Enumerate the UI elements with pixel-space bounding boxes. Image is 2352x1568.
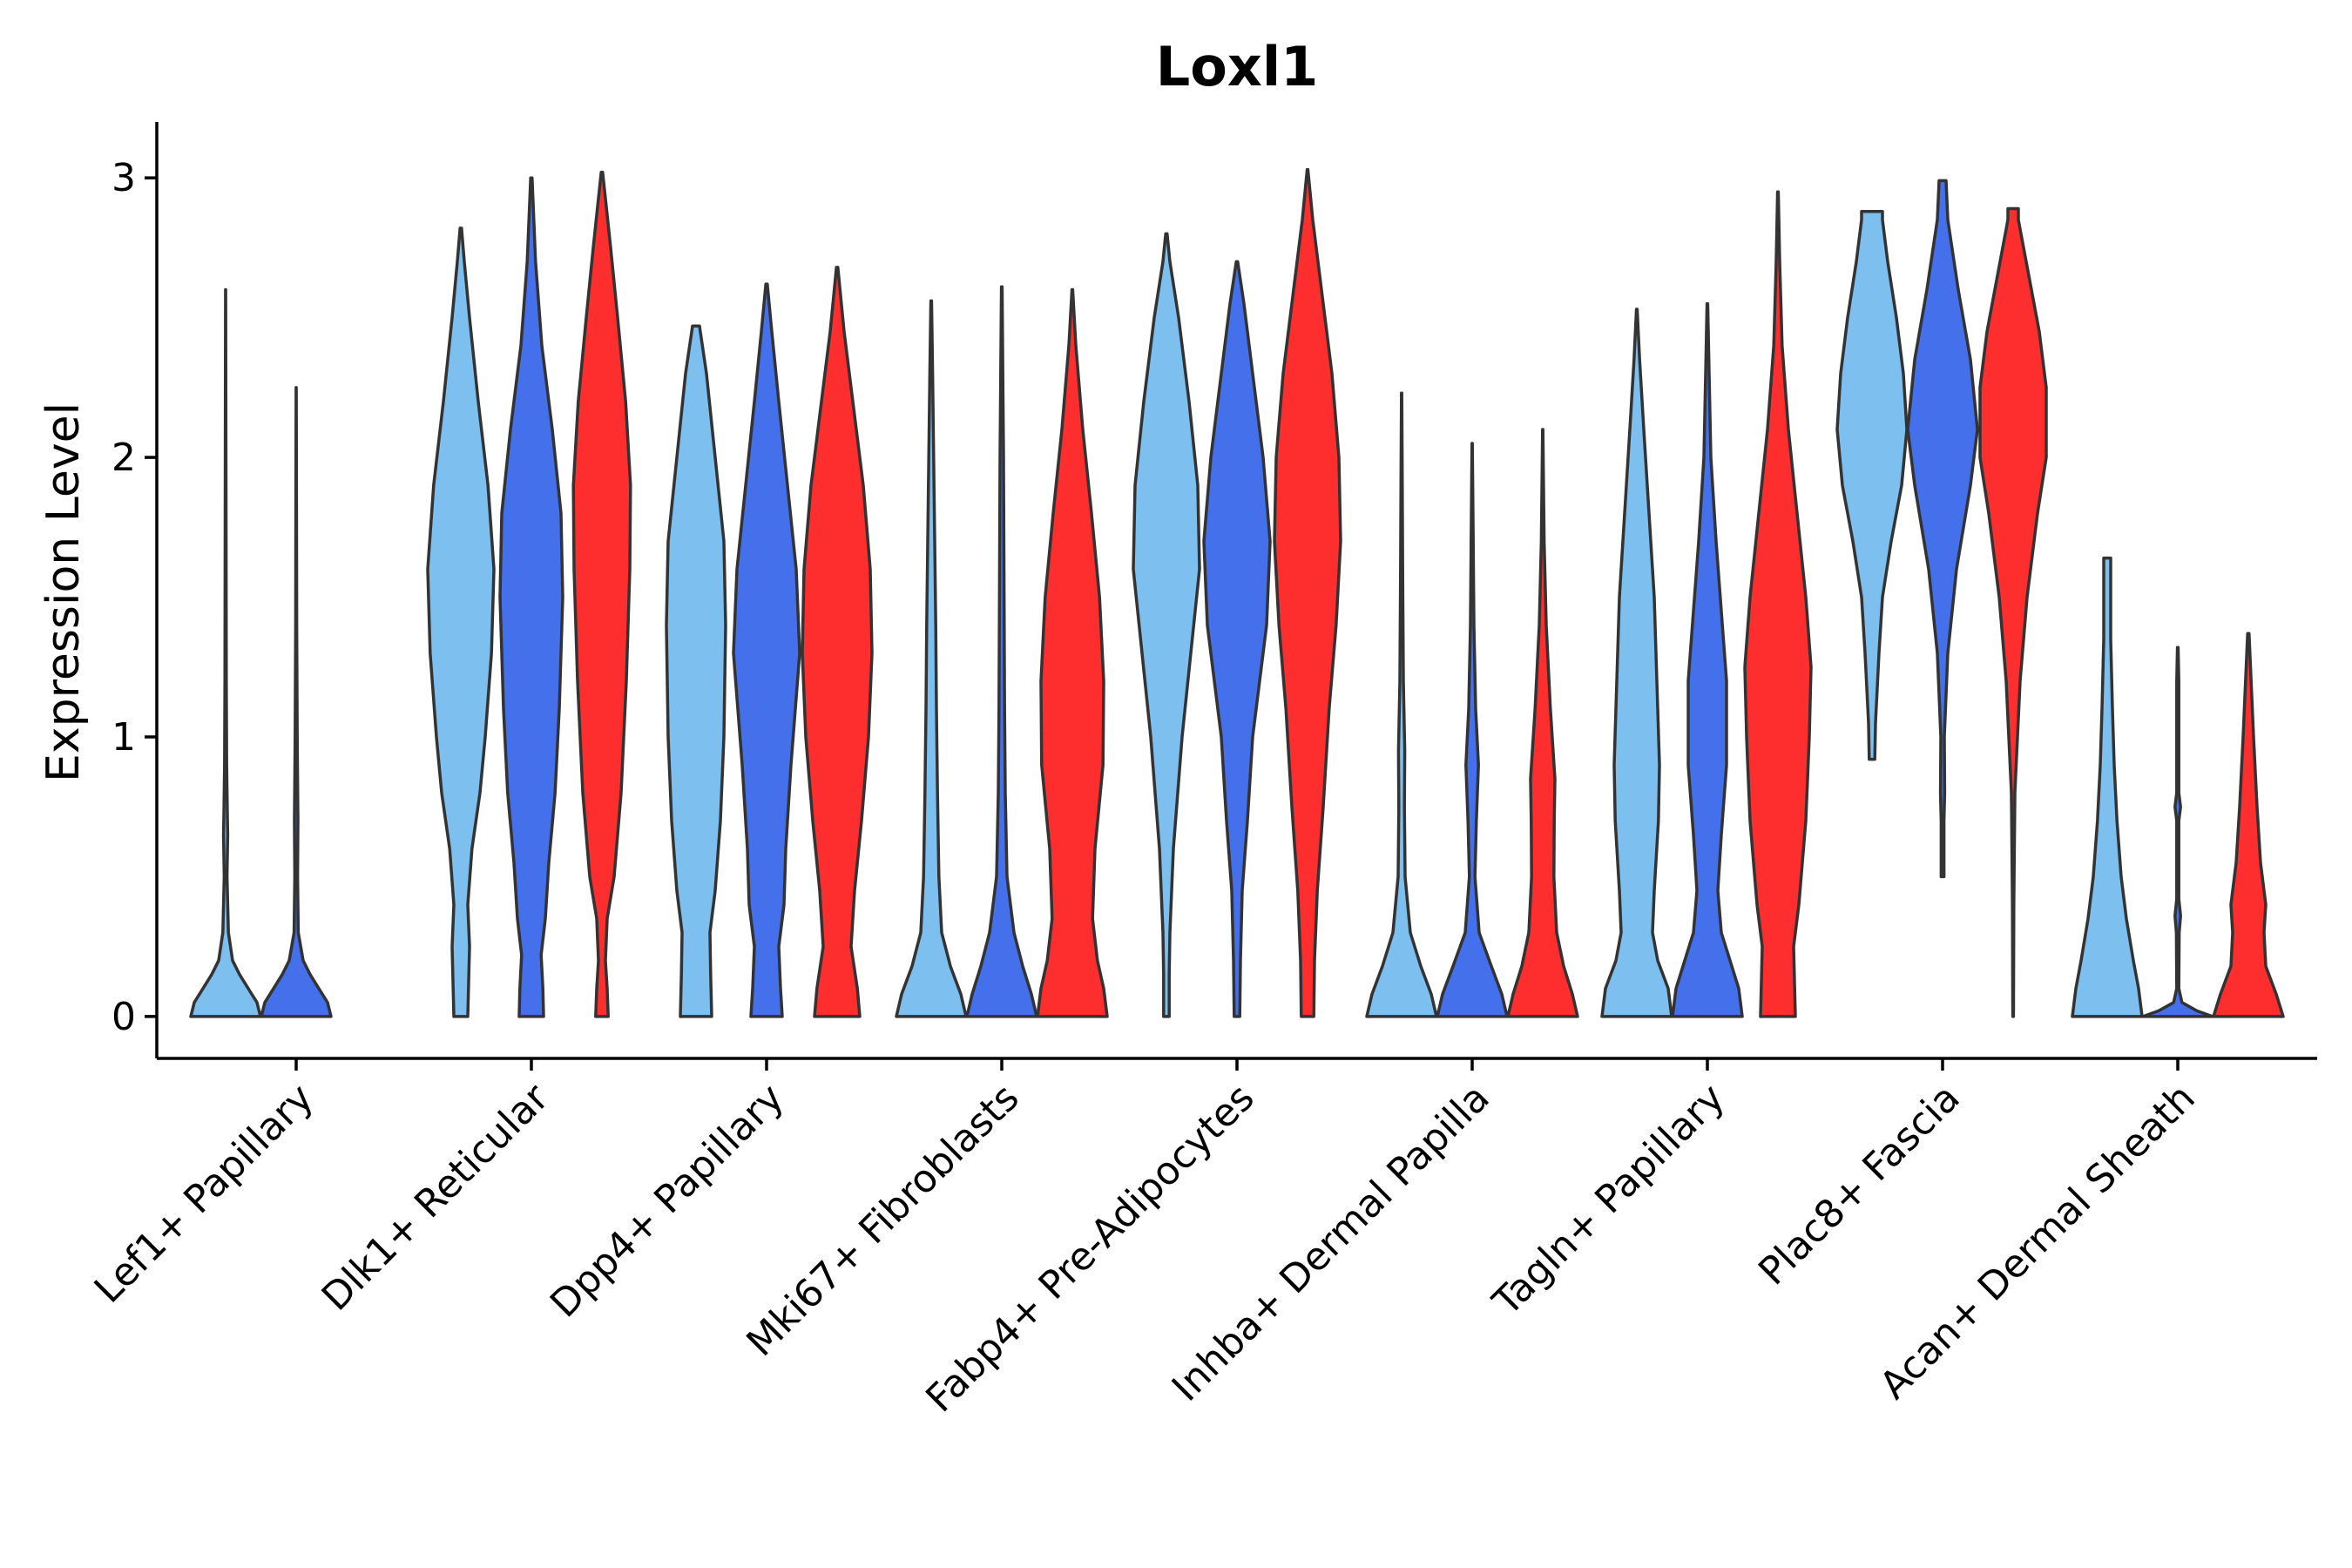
x-tick-label: Tagln+ Papillary (1484, 1076, 1734, 1325)
violin-8-group-3 (1978, 206, 2048, 1018)
violin-2-group-1 (426, 226, 496, 1018)
y-tick-label: 0 (112, 995, 136, 1039)
violin-6-group-3 (1506, 428, 1579, 1018)
violin-9-group-3 (2212, 632, 2285, 1018)
violin-8-group-1 (1835, 209, 1909, 761)
violin-5-group-2 (1202, 260, 1272, 1018)
violin-4-group-1 (895, 299, 968, 1018)
y-tick-label: 1 (112, 715, 136, 760)
violin-2-group-2 (498, 176, 564, 1018)
violin-layer (189, 167, 2285, 1018)
violin-7-group-3 (1743, 190, 1813, 1018)
y-tick-label: 3 (112, 156, 136, 200)
x-tick-label: Dpp4+ Papillary (542, 1076, 793, 1327)
violin-9-group-2 (2141, 645, 2214, 1018)
violin-1-group-2 (260, 386, 333, 1018)
violin-7-group-1 (1600, 308, 1673, 1018)
x-tick-label: Plac8+ Fascia (1750, 1076, 1969, 1294)
violin-7-group-2 (1671, 301, 1744, 1018)
chart-title: Loxl1 (1156, 35, 1318, 98)
violin-3-group-1 (665, 324, 727, 1018)
y-axis-label: Expression Level (37, 402, 90, 782)
violin-3-group-2 (732, 282, 801, 1018)
violin-4-group-3 (1036, 287, 1109, 1018)
violin-6-group-2 (1436, 442, 1509, 1018)
x-tick-label: Dlk1+ Reticular (314, 1075, 558, 1320)
violin-2-group-3 (571, 171, 632, 1018)
violin-1-group-1 (189, 287, 262, 1018)
violin-5-group-3 (1273, 167, 1342, 1018)
violin-3-group-3 (801, 266, 874, 1018)
x-tick-label: Lef1+ Papillary (86, 1076, 322, 1312)
violin-5-group-1 (1132, 232, 1201, 1018)
violin-4-group-2 (965, 285, 1038, 1018)
violin-6-group-1 (1365, 391, 1438, 1018)
violin-8-group-2 (1906, 179, 1979, 879)
violin-9-group-1 (2071, 556, 2144, 1018)
y-tick-label: 2 (112, 436, 136, 480)
